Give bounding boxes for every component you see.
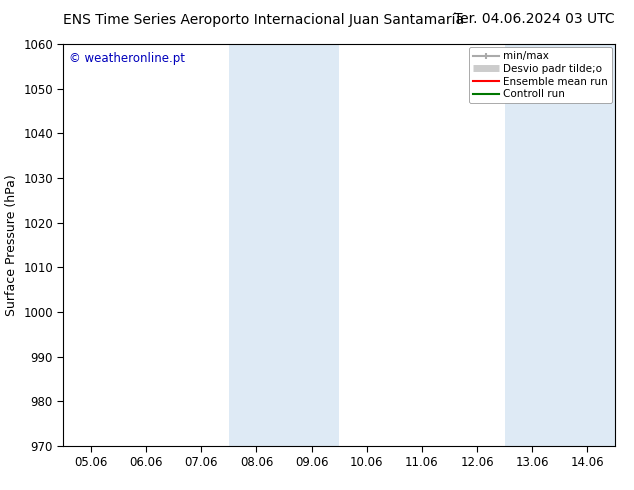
Y-axis label: Surface Pressure (hPa): Surface Pressure (hPa) — [4, 174, 18, 316]
Legend: min/max, Desvio padr tilde;o, Ensemble mean run, Controll run: min/max, Desvio padr tilde;o, Ensemble m… — [469, 47, 612, 103]
Text: Ter. 04.06.2024 03 UTC: Ter. 04.06.2024 03 UTC — [455, 12, 615, 26]
Text: ENS Time Series Aeroporto Internacional Juan Santamaría: ENS Time Series Aeroporto Internacional … — [63, 12, 465, 27]
Text: © weatheronline.pt: © weatheronline.pt — [69, 52, 185, 65]
Bar — [505, 44, 615, 446]
Bar — [229, 44, 339, 446]
